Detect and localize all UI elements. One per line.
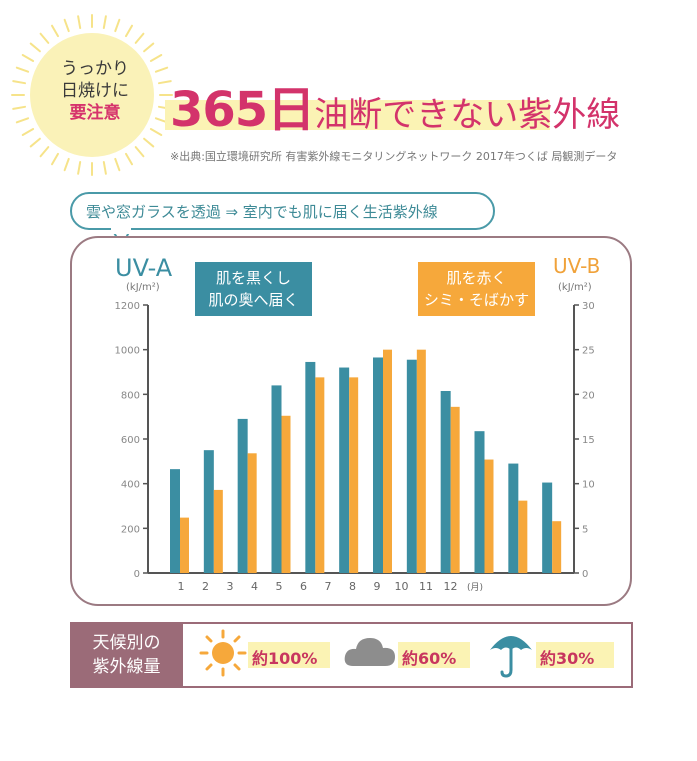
- weather-label-line2: 紫外線量: [92, 657, 161, 677]
- uva-bar: [305, 361, 316, 573]
- y-right-tick-label: 0: [582, 569, 588, 580]
- y-right-tick-label: 5: [582, 524, 588, 535]
- uva-desc-line1: 肌を黒くし: [215, 269, 291, 287]
- uvb-bar: [349, 377, 359, 573]
- weather-label-line1: 天候別の: [92, 633, 161, 653]
- uva-axis-title: UV-A: [115, 254, 173, 282]
- x-tick-label: (月): [467, 582, 483, 593]
- uvb-desc-line2: シミ・そばかす: [423, 291, 530, 309]
- bubble-tail-mask: [111, 228, 131, 234]
- uva-bar: [170, 469, 180, 573]
- y-left-tick-label: 200: [121, 524, 140, 535]
- x-tick-label: 12: [444, 580, 458, 593]
- uvb-bar: [518, 500, 528, 573]
- weather-sun-value: 約100%: [252, 649, 318, 668]
- uva-bar: [237, 418, 248, 573]
- x-tick-label: 3: [227, 580, 234, 593]
- uvb-bar: [180, 517, 189, 573]
- uva-unit: (kJ/m²): [126, 282, 160, 293]
- x-tick-label: 7: [325, 580, 332, 593]
- uva-description: 肌を黒くし 肌の奥へ届く: [195, 262, 312, 316]
- y-right-tick-label: 25: [582, 346, 595, 357]
- uvb-bar: [213, 489, 223, 573]
- x-tick-label: 10: [395, 580, 409, 593]
- x-tick-label: 9: [374, 580, 381, 593]
- uvb-bar: [383, 349, 392, 573]
- uva-bar: [339, 367, 350, 573]
- uva-bar: [373, 357, 383, 573]
- sun-icon: [199, 629, 247, 677]
- uvb-desc-line1: 肌を赤く: [446, 269, 507, 287]
- umbrella-icon: [490, 636, 532, 678]
- uvb-bar: [552, 521, 562, 573]
- y-left-tick-label: 1000: [115, 346, 140, 357]
- weather-cloud-highlight: [398, 642, 470, 668]
- badge-line1: うっかり: [61, 59, 129, 79]
- y-left-tick-label: 1200: [115, 301, 140, 312]
- uvb-bar: [484, 459, 494, 573]
- caution-badge: うっかり 日焼けに 要注意: [40, 58, 150, 124]
- x-tick-label: 4: [251, 580, 258, 593]
- x-tick-label: 11: [419, 580, 433, 593]
- title-rest: 油断できない紫外線: [314, 95, 621, 135]
- bubble-text: 雲や窓ガラスを透過 ⇒ 室内でも肌に届く生活紫外線: [86, 203, 438, 221]
- uva-bar: [474, 431, 485, 573]
- uvb-bar: [416, 349, 426, 573]
- x-tick-label: 1: [178, 580, 185, 593]
- title-highlight: [165, 100, 550, 130]
- weather-label: 天候別の 紫外線量: [70, 622, 183, 688]
- uvb-bar: [247, 453, 257, 573]
- weather-cloud-value: 約60%: [402, 649, 457, 668]
- x-tick-label: 6: [300, 580, 307, 593]
- x-tick-label: 8: [349, 580, 356, 593]
- uva-bar: [271, 385, 282, 573]
- page-title: 365日油断できない紫外線: [170, 70, 620, 140]
- x-tick-label: 2: [202, 580, 209, 593]
- uvb-unit: (kJ/m²): [558, 282, 592, 293]
- badge-line3: 要注意: [69, 103, 121, 123]
- uvb-bar: [315, 377, 325, 573]
- uva-bar: [440, 390, 451, 573]
- uva-bar: [508, 463, 519, 573]
- y-right-tick-label: 20: [582, 390, 595, 401]
- cloud-icon: [344, 638, 395, 666]
- uvb-description: 肌を赤く シミ・そばかす: [418, 262, 535, 316]
- weather-rain-highlight: [536, 642, 614, 668]
- y-left-tick-label: 800: [121, 390, 140, 401]
- sun-badge-icon: [11, 14, 173, 176]
- y-right-tick-label: 15: [582, 435, 595, 446]
- uva-bar: [542, 482, 553, 573]
- source-note: ※出典:国立環境研究所 有害紫外線モニタリングネットワーク 2017年つくば 局…: [170, 150, 618, 163]
- uvb-bar: [450, 406, 460, 573]
- uva-desc-line2: 肌の奥へ届く: [208, 291, 299, 309]
- uva-bar: [203, 450, 214, 573]
- uva-bar: [406, 359, 417, 573]
- badge-line2: 日焼けに: [61, 81, 129, 101]
- speech-bubble: [70, 192, 495, 230]
- y-right-tick-label: 30: [582, 301, 595, 312]
- y-right-tick-label: 10: [582, 480, 595, 491]
- uvb-axis-title: UV-B: [553, 254, 601, 278]
- x-tick-label: 5: [276, 580, 283, 593]
- uvb-bar: [281, 415, 291, 573]
- y-left-tick-label: 600: [121, 435, 140, 446]
- y-left-tick-label: 400: [121, 480, 140, 491]
- weather-rain-value: 約30%: [540, 649, 595, 668]
- title-number: 365日: [170, 82, 315, 138]
- y-left-tick-label: 0: [134, 569, 140, 580]
- weather-sun-highlight: [248, 642, 330, 668]
